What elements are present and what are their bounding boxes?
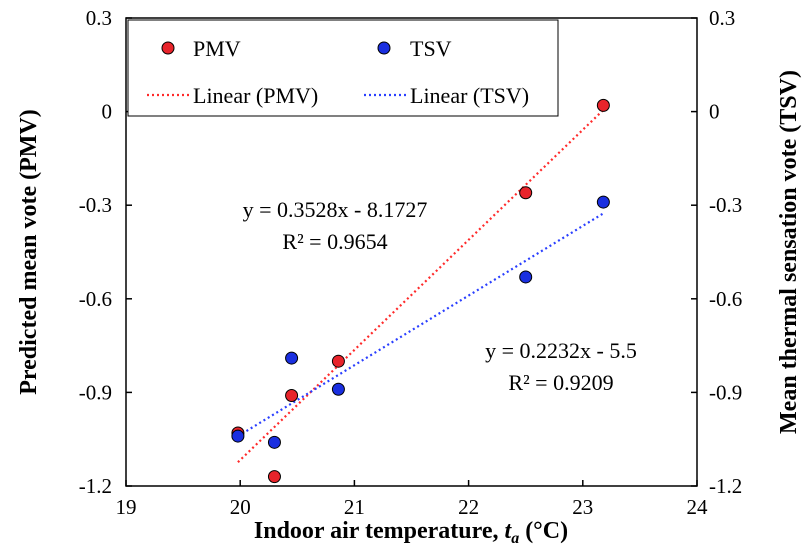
y-right-tick-label: -0.9	[709, 380, 742, 404]
tsv-point	[519, 270, 533, 284]
x-axis-ticks: 19 20 21 22 23 24	[116, 480, 709, 519]
tsv-point	[231, 429, 245, 443]
tsv-equation: y = 0.2232x - 5.5	[485, 338, 637, 363]
x-tick-label: 24	[687, 495, 709, 519]
y-left-tick-label: 0.3	[86, 6, 112, 30]
x-axis-title-sub: a	[511, 530, 519, 547]
tsv-r2: R² = 0.9209	[508, 370, 613, 395]
y-right-tick-label: -0.6	[709, 287, 742, 311]
tsv-point	[267, 435, 281, 449]
x-axis-title-var: t	[505, 518, 513, 544]
data-points	[231, 98, 610, 484]
pmv-point	[285, 389, 299, 403]
legend-marker-tsv	[377, 41, 391, 55]
y-left-tick-label: -0.6	[79, 287, 112, 311]
pmv-point	[267, 470, 281, 484]
legend-label-pmv: PMV	[193, 36, 241, 61]
y-right-axis-ticks: 0.3 0 -0.3 -0.6 -0.9 -1.2	[691, 6, 742, 498]
tsv-point	[331, 382, 345, 396]
plot-frame	[125, 17, 698, 487]
y-left-tick-label: 0	[102, 100, 113, 124]
y-right-tick-label: -0.3	[709, 193, 742, 217]
tsv-point	[596, 195, 610, 209]
legend-box	[127, 19, 559, 117]
x-tick-label: 19	[116, 495, 137, 519]
x-axis-title-main: Indoor air temperature,	[254, 518, 505, 544]
y-left-tick-label: -0.9	[79, 380, 112, 404]
y-left-axis-ticks: 0.3 0 -0.3 -0.6 -0.9 -1.2	[79, 6, 132, 498]
legend-label-tsv: TSV	[410, 36, 452, 61]
y-right-axis-title: Mean thermal sensation vote (TSV)	[776, 70, 802, 434]
y-right-tick-label: -1.2	[709, 474, 742, 498]
x-axis-title: Indoor air temperature, ta (°C)	[254, 518, 568, 547]
y-left-axis-title: Predicted mean vote (PMV)	[16, 109, 42, 394]
legend-marker-pmv	[161, 41, 175, 55]
x-tick-label: 23	[572, 495, 593, 519]
pmv-point	[519, 186, 533, 200]
x-tick-label: 20	[230, 495, 251, 519]
y-right-tick-label: 0	[709, 100, 720, 124]
x-tick-label: 21	[344, 495, 365, 519]
pmv-equation: y = 0.3528x - 8.1727	[243, 197, 428, 222]
pmv-r2: R² = 0.9654	[282, 229, 387, 254]
x-tick-label: 22	[458, 495, 479, 519]
trendlines	[237, 109, 605, 464]
y-left-tick-label: -1.2	[79, 474, 112, 498]
trendline-linear-pmv	[237, 109, 605, 464]
pmv-point	[596, 98, 610, 112]
y-left-tick-label: -0.3	[79, 193, 112, 217]
pmv-point	[331, 354, 345, 368]
x-axis-title-unit: (°C)	[519, 518, 568, 544]
trendline-linear-tsv	[237, 212, 604, 438]
y-right-tick-label: 0.3	[709, 6, 735, 30]
legend-label-linear-tsv: Linear (TSV)	[410, 83, 529, 108]
tsv-point	[285, 351, 299, 365]
legend-label-linear-pmv: Linear (PMV)	[193, 83, 318, 108]
legend: PMV TSV Linear (PMV) Linear (TSV)	[127, 19, 559, 117]
